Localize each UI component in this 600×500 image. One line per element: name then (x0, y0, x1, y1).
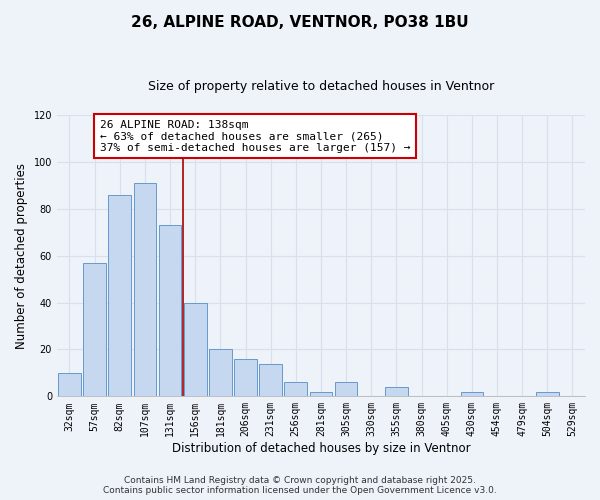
Bar (284, 382, 307, 396)
Bar (259, 364, 282, 396)
Bar (184, 302, 206, 396)
Bar (461, 392, 483, 396)
X-axis label: Distribution of detached houses by size in Ventnor: Distribution of detached houses by size … (172, 442, 470, 455)
Title: Size of property relative to detached houses in Ventnor: Size of property relative to detached ho… (148, 80, 494, 93)
Y-axis label: Number of detached properties: Number of detached properties (15, 162, 28, 348)
Text: Contains HM Land Registry data © Crown copyright and database right 2025.
Contai: Contains HM Land Registry data © Crown c… (103, 476, 497, 495)
Bar (58, 373, 81, 396)
Bar (83, 262, 106, 396)
Text: 26 ALPINE ROAD: 138sqm
← 63% of detached houses are smaller (265)
37% of semi-de: 26 ALPINE ROAD: 138sqm ← 63% of detached… (100, 120, 410, 153)
Bar (385, 387, 408, 396)
Bar (109, 194, 131, 396)
Bar (234, 359, 257, 397)
Text: 26, ALPINE ROAD, VENTNOR, PO38 1BU: 26, ALPINE ROAD, VENTNOR, PO38 1BU (131, 15, 469, 30)
Bar (209, 350, 232, 397)
Bar (536, 392, 559, 396)
Bar (159, 225, 181, 396)
Bar (134, 183, 156, 396)
Bar (335, 382, 358, 396)
Bar (310, 392, 332, 396)
